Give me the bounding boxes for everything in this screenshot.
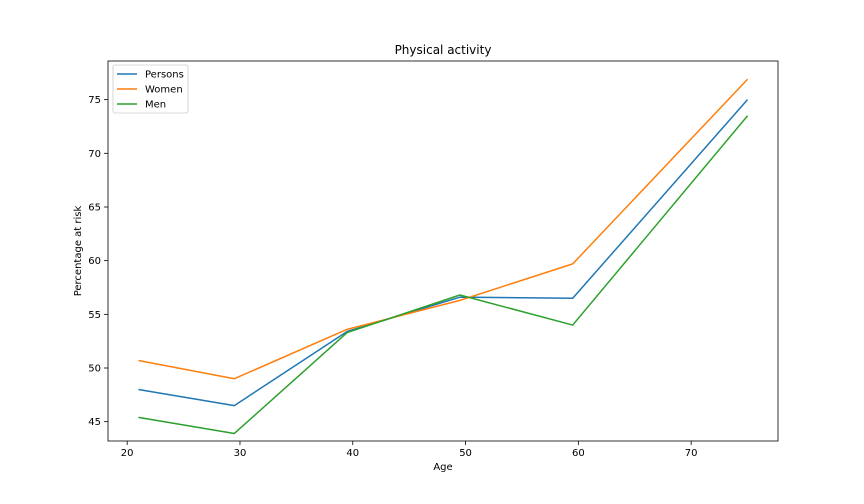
y-axis: 45 50 55 60 65 70 75 <box>88 95 108 428</box>
y-tick-label: 50 <box>88 364 101 375</box>
y-tick-label: 75 <box>88 95 101 106</box>
legend-label-men: Men <box>145 100 166 111</box>
y-tick-label: 70 <box>88 149 101 160</box>
y-tick-label: 45 <box>88 417 101 428</box>
y-tick-label: 55 <box>88 310 101 321</box>
x-tick-label: 50 <box>459 448 472 459</box>
axes-frame <box>107 60 779 442</box>
x-axis: 20 30 40 50 60 70 <box>121 441 698 459</box>
legend: Persons Women Men <box>112 64 189 114</box>
plot-area <box>138 78 749 435</box>
x-axis-label: Age <box>433 462 452 473</box>
x-tick-label: 30 <box>234 448 247 459</box>
series-line-men <box>138 115 749 435</box>
legend-label-persons: Persons <box>145 70 184 81</box>
legend-label-women: Women <box>145 85 183 96</box>
y-axis-label: Percentage at risk <box>73 206 84 297</box>
y-tick-label: 60 <box>88 256 101 267</box>
y-tick-label: 65 <box>88 202 101 213</box>
series-line-women <box>138 78 749 380</box>
chart-title: Physical activity <box>395 43 492 57</box>
x-tick-label: 70 <box>685 448 698 459</box>
legend-box <box>112 64 189 114</box>
x-tick-label: 60 <box>572 448 585 459</box>
x-tick-label: 40 <box>346 448 359 459</box>
x-tick-label: 20 <box>121 448 134 459</box>
